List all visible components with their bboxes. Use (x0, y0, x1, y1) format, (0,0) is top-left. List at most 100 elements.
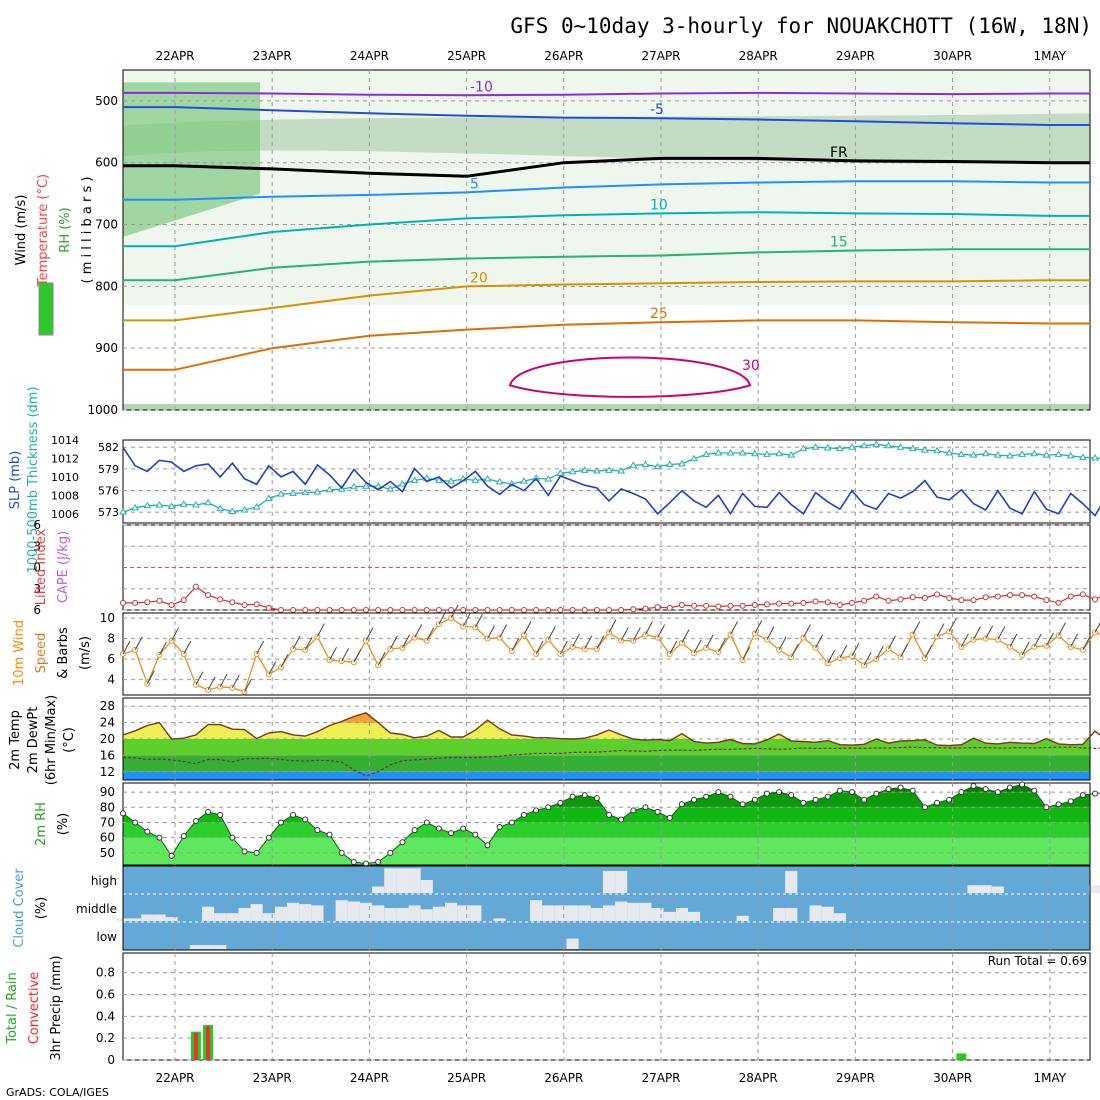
wind-tick-label: 6 (107, 652, 115, 666)
thickness-point (447, 477, 455, 484)
thickness-point (775, 449, 783, 457)
wind-barb (657, 624, 666, 638)
lifted-index-point (1006, 592, 1013, 599)
top-date-label: 1MAY (1033, 49, 1066, 63)
lifted-index-point (144, 599, 151, 606)
cloud-middle-cell (250, 904, 263, 921)
lifted-index-point (751, 602, 758, 609)
lifted-index-point (484, 607, 491, 613)
wind-barb (645, 621, 653, 635)
thickness-point (544, 475, 553, 482)
rh-tick-label: 70 (100, 815, 115, 829)
lifted-index-point (302, 607, 309, 613)
temp-band (123, 771, 1090, 780)
rh-point (435, 825, 442, 832)
wind-barb (681, 629, 690, 643)
isotherm-label: -10 (470, 79, 493, 95)
cloud-middle-cell (299, 904, 312, 921)
cloud-middle-cell (311, 905, 324, 921)
wind-barb (402, 634, 410, 649)
slp-line (122, 446, 1100, 517)
thickness-point (1054, 450, 1063, 457)
thickness-point (969, 451, 978, 458)
lifted-index-point (241, 602, 248, 609)
panel-ylabel: 2m RH (34, 802, 49, 846)
lifted-index-tick-label: 3 (33, 582, 41, 596)
cloud-middle-cell (201, 906, 215, 921)
cloud-low-cell (566, 938, 579, 949)
bottom-date-label: 25APR (447, 1071, 486, 1085)
thickness-point (1018, 450, 1026, 457)
wind-barb (280, 654, 289, 668)
thickness-point (568, 467, 577, 475)
cloud-middle-cell (773, 908, 786, 921)
precip-tick-label: 0.6 (96, 987, 115, 1001)
top-date-label: 29APR (836, 49, 875, 63)
panel-ylabel: ( m i l l i b a r s ) (80, 177, 95, 284)
upper-air-tick-label: 700 (95, 218, 118, 232)
top-date-axis: 22APR 23APR 24APR 25APR 26APR 27APR 28APR 29APR… (155, 49, 1066, 63)
isotherm-label: 5 (470, 176, 479, 192)
slp-tick-label: 1014 (51, 434, 79, 447)
thickness-point (131, 503, 140, 511)
bottom-date-label: 22APR (155, 1071, 194, 1085)
lifted-index-point (277, 607, 284, 613)
cloud-level-label: middle (76, 902, 117, 916)
rh-point (849, 789, 855, 796)
wind-barb (171, 627, 180, 641)
thickness-point (665, 460, 674, 468)
cloud-middle-cell (651, 908, 664, 921)
rh-point (533, 807, 540, 814)
cloud-middle-cell (153, 914, 166, 921)
temp-tick-label: 16 (100, 748, 115, 762)
wind-barb (426, 627, 435, 641)
thickness-point (362, 482, 370, 489)
thickness-point (933, 446, 941, 454)
lifted-index-point (593, 607, 600, 613)
cloud-middle-cell (809, 905, 822, 921)
temp-line (122, 712, 1100, 747)
isotherm-label: FR (830, 145, 848, 161)
thickness-point (763, 450, 771, 457)
lifted-index-point (557, 607, 564, 613)
rh-point (715, 789, 722, 796)
wind-barb (268, 661, 277, 675)
isotherm-line (123, 106, 1090, 126)
thickness-point (252, 503, 261, 510)
wind-barb (523, 621, 532, 635)
lifted-index-point (606, 607, 612, 613)
cloud-middle-cell (274, 906, 288, 921)
cloud-middle-cell (214, 913, 227, 921)
wind-barb (341, 647, 350, 662)
panel-ylabel: (m/s) (78, 636, 93, 670)
wind-barb (596, 635, 605, 650)
cloud-level-label: high (91, 874, 117, 888)
lifted-index-point (326, 607, 333, 613)
thickness-point (1066, 451, 1075, 459)
rh-point (460, 825, 467, 832)
rh-point (861, 796, 868, 803)
isotherm-label: -5 (650, 102, 664, 118)
lifted-index-point (642, 605, 649, 612)
wind-barb (815, 634, 823, 649)
rh-tick-label: 60 (100, 831, 115, 845)
lifted-index-tick-label: 6 (33, 603, 41, 617)
rh-point (581, 792, 588, 799)
rh-point (496, 824, 503, 831)
lifted-index-point (776, 600, 783, 607)
cloud-middle-cell (554, 905, 567, 921)
wind-barb (547, 626, 556, 640)
rh-shading-band (123, 113, 1090, 164)
rh-point (934, 799, 941, 806)
wind-barb (438, 611, 447, 625)
temp-tick-label: 12 (100, 765, 115, 779)
top-date-label: 27APR (641, 49, 680, 63)
wind-barb (487, 625, 495, 639)
rh-point (1006, 784, 1013, 791)
cloud-middle-cell (469, 905, 482, 921)
rh-point (569, 793, 576, 800)
dewpoint-line (122, 746, 1100, 777)
thickness-point (349, 482, 358, 490)
thickness-point (119, 508, 127, 515)
chart-title: GFS 0~10day 3-hourly for NOUAKCHOTT (16W… (510, 14, 1092, 38)
